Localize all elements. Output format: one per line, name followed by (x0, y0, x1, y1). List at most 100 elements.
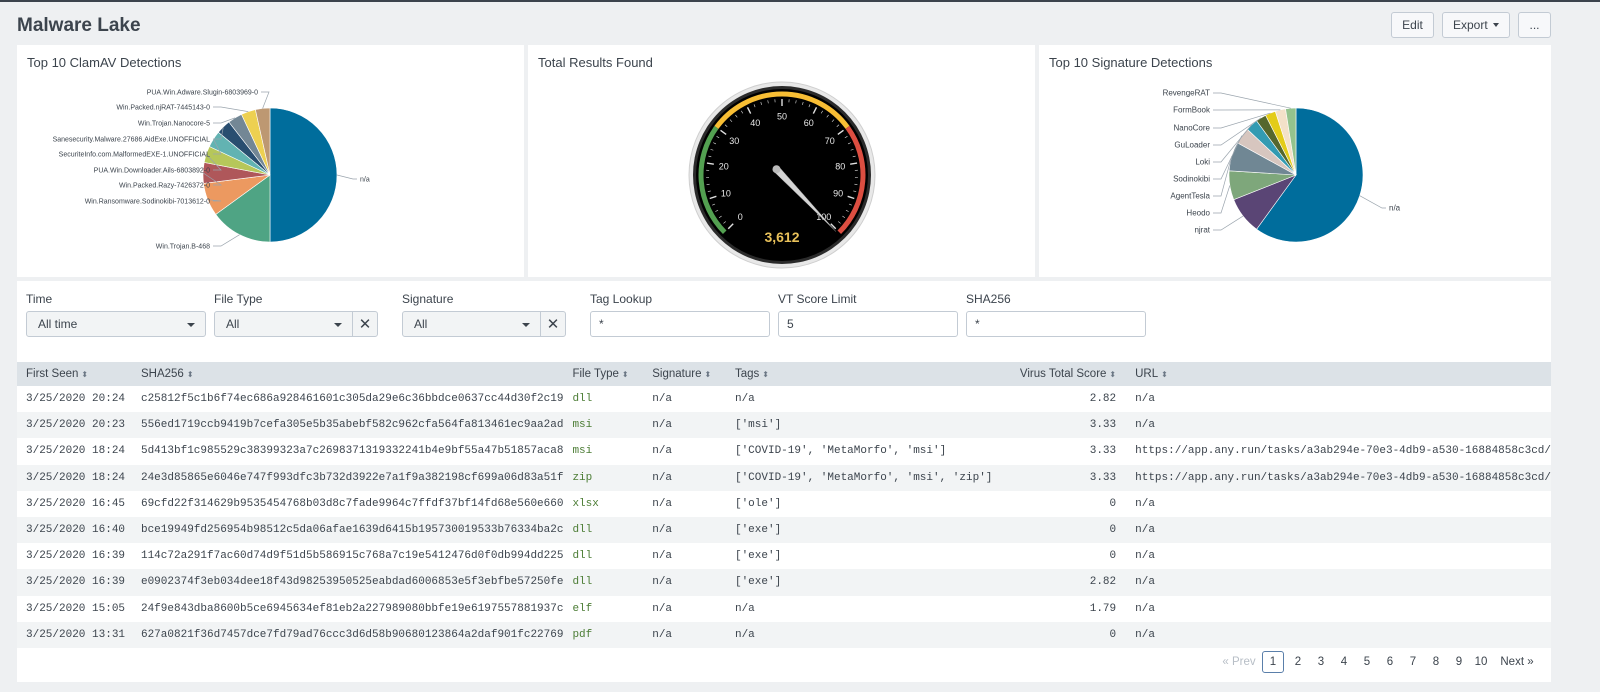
cell-signature: n/a (652, 393, 673, 406)
signature-slice-label: RevengeRAT (1163, 89, 1211, 98)
signature-leader-line (1213, 185, 1231, 214)
gauge-tick (723, 221, 726, 224)
signature-clear-button[interactable]: ✕ (540, 311, 566, 337)
pagination-page[interactable]: 6 (1386, 656, 1394, 668)
clamav-leader-line (213, 234, 240, 247)
export-button[interactable]: Export (1442, 12, 1510, 38)
column-header-signature[interactable]: Signature ⬍ (652, 368, 712, 380)
signature-slice-label: Heodo (1186, 209, 1210, 218)
clamav-slice-label: PUA.Win.Downloader.Ails-6803892-0 (94, 168, 210, 175)
pagination-page[interactable]: 1 (1262, 651, 1284, 673)
table-row[interactable]: 3/25/2020 20:23 556ed1719ccb9419b7cefa305… (17, 412, 1551, 439)
table-row[interactable]: 3/25/2020 16:40 bce19949fd256954b98512c5d… (17, 516, 1551, 544)
gauge-tick-label: 30 (729, 136, 739, 146)
gauge-needle-hub (772, 165, 781, 174)
filetype-dropdown[interactable]: All (214, 311, 353, 337)
cell-url: n/a (1135, 576, 1155, 589)
vt-score-input[interactable] (778, 311, 958, 337)
table-row[interactable]: 3/25/2020 20:24 c25812f5c1b6f74ec686a9284… (17, 386, 1551, 413)
pagination-page[interactable]: 10 (1474, 656, 1488, 668)
table-row[interactable]: 3/25/2020 16:39 114c72a291f7ac60d74d9f51d… (17, 543, 1551, 570)
cell-first-seen: 3/25/2020 13:31 (26, 628, 126, 641)
table-row[interactable]: 3/25/2020 18:24 24e3d85865e6046e747f993df… (17, 464, 1551, 491)
table-row[interactable]: 3/25/2020 16:45 69cfd22f314629b9535454768… (17, 490, 1551, 517)
cell-sha256: bce19949fd256954b98512c5da06afae1639d641… (140, 524, 564, 537)
sort-icon: ⬍ (81, 370, 89, 379)
signature-dropdown[interactable]: All (402, 311, 541, 337)
clamav-slice[interactable] (215, 174, 271, 243)
gauge-tick-label: 40 (750, 118, 760, 128)
filetype-clear-button[interactable]: ✕ (352, 311, 378, 337)
pagination-page[interactable]: 9 (1455, 656, 1463, 668)
gauge-tick (838, 221, 841, 224)
cell-url: n/a (1135, 419, 1155, 432)
more-button[interactable]: ... (1518, 12, 1551, 38)
cell-first-seen: 3/25/2020 15:05 (26, 602, 126, 615)
gauge-tick (729, 119, 733, 122)
table-row[interactable]: 3/25/2020 15:05 24f9e843dba8600b5ce694563… (17, 595, 1551, 622)
sha256-filter-label: SHA256 (966, 292, 1011, 306)
page-title: Malware Lake (17, 15, 141, 36)
clamav-pie-chart: n/a Win.Trojan.B-468 Win.Ransomware.Sodino… (53, 90, 370, 251)
column-header-url[interactable]: URL ⬍ (1135, 368, 1168, 380)
close-icon: ✕ (358, 316, 372, 333)
cell-signature: n/a (652, 524, 673, 537)
cell-first-seen: 3/25/2020 20:23 (26, 419, 126, 432)
cell-url: n/a (1135, 628, 1155, 641)
pagination-next[interactable]: Next » (1500, 656, 1534, 668)
pagination-page[interactable]: 3 (1317, 656, 1325, 668)
cell-tags: n/a (734, 602, 755, 615)
clamav-slice[interactable] (255, 107, 271, 176)
column-header-first-seen[interactable]: First Seen ⬍ (26, 368, 89, 380)
cell-tags: ['exe'] (734, 550, 782, 563)
table-row[interactable]: 3/25/2020 18:24 5d413bf1c985529c38399323a… (17, 438, 1551, 465)
column-header-file-type[interactable]: File Type ⬍ (572, 368, 629, 380)
pagination-page[interactable]: 7 (1409, 656, 1417, 668)
clamav-slice[interactable] (269, 107, 338, 243)
cell-sha256: 69cfd22f314629b9535454768b03d8c7fade9964… (140, 497, 564, 510)
cell-file-type: msi (572, 419, 593, 432)
signature-slice-label: NanoCore (1174, 124, 1211, 133)
clamav-leader-line (213, 126, 224, 140)
gauge-tick (735, 114, 738, 118)
time-dropdown[interactable]: All time (26, 311, 206, 337)
column-header-sha256[interactable]: SHA256 ⬍ (140, 368, 194, 380)
clamav-leader-line (213, 117, 236, 124)
pagination-page[interactable]: 8 (1432, 656, 1440, 668)
table-row[interactable]: 3/25/2020 13:31 627a0821f36d7457dce7fd79a… (17, 621, 1551, 648)
cell-vt-score: 0 (1109, 628, 1117, 641)
signature-slice[interactable] (1256, 107, 1364, 243)
signature-slice-label: FormBook (1173, 106, 1211, 115)
sort-icon: ⬍ (1161, 370, 1168, 379)
gauge-tick (826, 114, 829, 118)
cell-vt-score: 0 (1109, 524, 1117, 537)
signature-leader-line (1213, 124, 1252, 163)
cell-file-type: dll (572, 576, 593, 589)
signature-slice[interactable] (1285, 107, 1297, 176)
clamav-slice-label: Win.Trojan.B-468 (156, 244, 210, 251)
gauge-tick (850, 162, 858, 165)
pagination-page[interactable]: 5 (1363, 656, 1371, 668)
cell-url: n/a (1135, 497, 1155, 510)
column-header-tags[interactable]: Tags ⬍ (734, 368, 769, 380)
sha256-input[interactable] (966, 311, 1146, 337)
filetype-dropdown-value: All (226, 317, 240, 331)
gauge-tick (767, 100, 769, 104)
signature-leader-line (1213, 135, 1243, 180)
gauge-tick (746, 106, 752, 114)
clamav-leader-line (206, 154, 222, 171)
tag-lookup-input[interactable] (590, 311, 770, 337)
total-results-gauge: 0 10 20 30 40 50 60 70 80 90 100 3,612 (688, 81, 876, 269)
pagination-page[interactable]: 4 (1340, 656, 1348, 668)
cell-file-type: msi (572, 445, 593, 458)
clamav-leader-line (207, 199, 222, 202)
pagination-page[interactable]: 2 (1294, 656, 1302, 668)
gauge-tick (847, 195, 855, 200)
title-bar: Malware Lake Edit Export ... (0, 2, 1600, 44)
edit-button[interactable]: Edit (1391, 12, 1434, 38)
signature-dropdown-value: All (414, 317, 428, 331)
cell-url: https://app.any.run/tasks/a3ab294e-70e3-… (1135, 445, 1551, 458)
column-header-vt-score[interactable]: Virus Total Score ⬍ (1019, 368, 1117, 380)
clamav-slice-label: Win.Trojan.Nanocore-5 (138, 121, 210, 128)
table-row[interactable]: 3/25/2020 16:39 e0902374f3eb034dee18f43d9… (17, 569, 1551, 596)
